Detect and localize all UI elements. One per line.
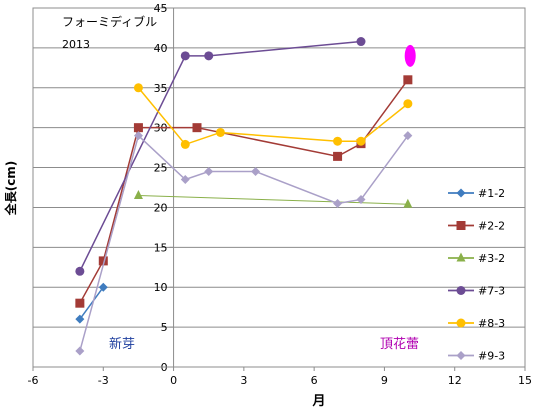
data-point (333, 198, 343, 208)
legend-label: #3-2 (478, 252, 505, 265)
data-point (133, 83, 143, 93)
legend-label: #7-3 (478, 285, 505, 298)
legend-marker (456, 351, 466, 360)
data-point (180, 175, 190, 185)
series-#9-3 (75, 131, 413, 356)
x-tick-label: -6 (28, 374, 39, 387)
data-point (133, 123, 143, 133)
x-tick-label: -3 (98, 374, 109, 387)
data-point (180, 51, 190, 61)
y-tick-label: 15 (154, 241, 168, 254)
x-tick-label: 6 (311, 374, 318, 387)
data-point (98, 282, 108, 292)
data-point (403, 198, 413, 208)
y-tick-label: 45 (154, 2, 168, 15)
data-point (356, 194, 366, 204)
legend: #1-2 #2-2 #3-2 #7-3 #8-3 #9-3 (448, 187, 505, 363)
plot-area (32, 7, 526, 368)
gridlines (33, 7, 525, 328)
legend-item: #1-2 (448, 187, 505, 200)
x-tick-label: 9 (381, 374, 388, 387)
data-point (333, 151, 343, 161)
legend-item: #8-3 (448, 317, 505, 330)
plot-frame (32, 7, 526, 368)
data-point (403, 75, 413, 85)
legend-item: #7-3 (448, 285, 505, 298)
data-point (215, 127, 225, 137)
series-line (138, 194, 408, 205)
x-tick-label: 15 (518, 374, 532, 387)
data-point (204, 167, 214, 177)
data-point (403, 99, 413, 109)
data-point (204, 51, 214, 61)
legend-marker (456, 188, 466, 198)
data-point (180, 139, 190, 149)
x-tick-label: 3 (240, 374, 247, 387)
chart-subtitle: 2013 (62, 38, 90, 51)
data-point (75, 314, 85, 324)
legend-marker (456, 221, 466, 230)
series-#7-3 (75, 37, 366, 276)
series-line (79, 286, 104, 320)
data-point (192, 123, 202, 133)
annotation-terminal-bud: 頂花蕾 (380, 336, 419, 352)
series-line (79, 40, 362, 272)
y-tick-label: 40 (154, 42, 168, 55)
legend-marker (456, 318, 466, 328)
series-line (137, 87, 409, 146)
series-#3-2 (133, 189, 413, 208)
y-tick-label: 10 (154, 281, 168, 294)
legend-item: #2-2 (448, 220, 505, 233)
data-point (356, 136, 366, 146)
annotation-new-shoot: 新芽 (109, 336, 135, 352)
legend-marker (456, 286, 466, 295)
data-point (356, 37, 366, 47)
data-point (98, 256, 108, 266)
data-point (75, 346, 85, 356)
data-point (133, 131, 143, 141)
series-line (79, 134, 409, 352)
y-tick-label: 35 (154, 82, 168, 95)
x-tick-label: 0 (170, 374, 177, 387)
data-point (403, 131, 413, 141)
data-point (75, 266, 85, 276)
legend-label: #2-2 (478, 220, 505, 233)
legend-label: #8-3 (478, 317, 505, 330)
legend-label: #9-3 (478, 350, 505, 363)
y-axis-label: 全長(cm) (3, 161, 18, 217)
legend-item: #3-2 (448, 252, 505, 265)
series-#1-2 (75, 282, 108, 324)
highlight-ellipse (404, 44, 416, 67)
series-#8-3 (133, 83, 413, 149)
legend-marker (456, 252, 466, 262)
series-layer (75, 37, 416, 356)
x-axis-label: 月 (311, 394, 325, 409)
legend-item: #9-3 (448, 350, 505, 363)
data-point (133, 189, 143, 199)
x-tick-label: 12 (448, 374, 462, 387)
chart-title: フォーミディブル (62, 14, 157, 29)
y-tick-label: 25 (154, 162, 168, 175)
y-tick-label: 20 (154, 201, 168, 214)
data-point (75, 298, 85, 308)
data-point (333, 136, 343, 146)
legend-label: #1-2 (478, 187, 505, 200)
data-point (251, 167, 261, 177)
y-tick-label: 5 (161, 321, 168, 334)
